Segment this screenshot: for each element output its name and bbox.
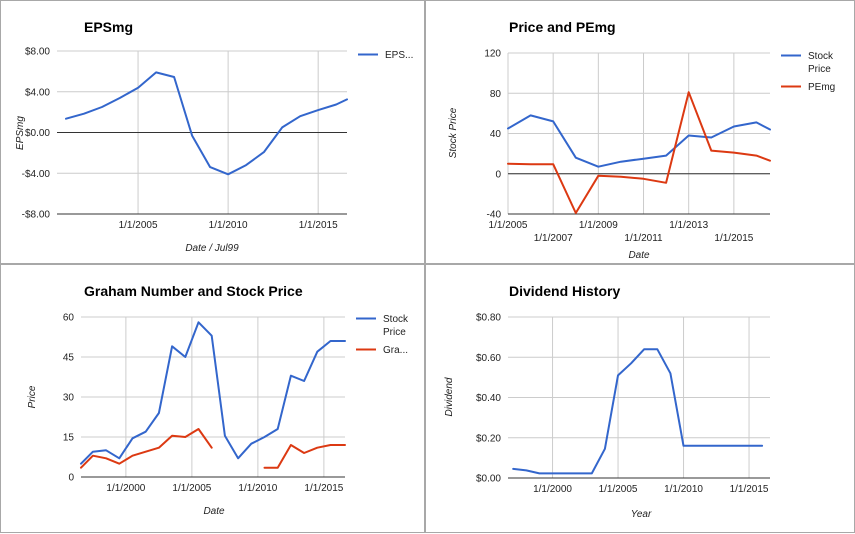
legend-label: Stock [808, 51, 834, 62]
chart-title: Dividend History [509, 283, 620, 299]
legend-label: PEmg [808, 82, 835, 93]
y-tick-label: 45 [63, 353, 75, 364]
y-tick-label: $4.00 [25, 87, 50, 98]
x-tick-label: 1/1/2000 [533, 484, 572, 495]
series-line [263, 444, 346, 469]
chart-panel-epsmg: EPSmg $8.00 $4.00 $0.00 -$4.00 -$8.00 1/1/2005… [0, 0, 425, 264]
chart-graham-number: Graham Number and Stock Price 60 45 30 15 0 1/… [27, 283, 409, 517]
x-axis-title: Date [628, 250, 650, 261]
y-axis-title: Dividend [444, 377, 455, 416]
series-line [507, 91, 771, 214]
x-tick-label: 1/1/2015 [304, 483, 343, 494]
legend-label: Price [808, 64, 831, 75]
legend-label: Stock [383, 314, 409, 325]
y-tick-label: $0.00 [476, 474, 501, 485]
x-axis-title: Date [203, 506, 225, 517]
x-tick-label: 1/1/2005 [489, 220, 528, 231]
x-tick-label: 1/1/2009 [579, 220, 618, 231]
y-tick-label: $8.00 [25, 47, 50, 58]
chart-panel-price-pemg: Price and PEmg 120 80 40 0 -40 1/1/2005 1/1/200… [425, 0, 855, 264]
x-tick-label: 1/1/2010 [238, 483, 277, 494]
series-line [65, 71, 348, 176]
x-tick-label: 1/1/2007 [534, 233, 573, 244]
y-tick-label: 60 [63, 313, 75, 324]
y-tick-label: -$8.00 [22, 210, 51, 221]
y-tick-label: -40 [487, 210, 502, 221]
y-tick-label: 0 [68, 473, 74, 484]
y-axis-title: Price [27, 385, 38, 408]
x-axis-title: Date / Jul99 [185, 243, 239, 254]
x-tick-label: 1/1/2005 [599, 484, 638, 495]
series-line [80, 321, 346, 465]
y-tick-label: $0.20 [476, 433, 501, 444]
x-tick-label: 1/1/2005 [119, 220, 158, 231]
series-line [80, 428, 213, 469]
chart-price-pemg: Price and PEmg 120 80 40 0 -401/1/2005 1/1/200… [448, 19, 835, 261]
y-tick-label: 30 [63, 393, 75, 404]
y-tick-label: 40 [490, 129, 502, 140]
chart-epsmg: EPSmg $8.00 $4.00 $0.00 -$4.00 -$8.00 1/1/2005… [15, 19, 413, 254]
y-tick-label: 80 [490, 89, 502, 100]
y-axis-title: Stock Price [448, 107, 459, 158]
x-tick-label: 1/1/2015 [714, 233, 753, 244]
x-tick-label: 1/1/2005 [172, 483, 211, 494]
chart-panel-graham-number: Graham Number and Stock Price 60 45 30 15 0 1/… [0, 264, 425, 533]
legend-label: Gra... [383, 345, 408, 356]
y-tick-label: $0.40 [476, 393, 501, 404]
series-line [512, 348, 764, 475]
chart-title: Graham Number and Stock Price [84, 283, 303, 299]
x-tick-label: 1/1/2010 [664, 484, 703, 495]
x-tick-label: 1/1/2011 [624, 233, 663, 244]
chart-title: Price and PEmg [509, 19, 616, 35]
y-tick-label: 0 [495, 169, 501, 180]
series-line [507, 114, 771, 168]
y-axis-title: EPSmg [15, 116, 26, 150]
x-tick-label: 1/1/2000 [106, 483, 145, 494]
chart-panel-dividend-history: Dividend History $0.80 $0.60 $0.40 $0.20 $0.0… [425, 264, 855, 533]
chart-dividend-history: Dividend History $0.80 $0.60 $0.40 $0.20 $0.0… [444, 283, 770, 520]
y-tick-label: $0.80 [476, 313, 501, 324]
legend-label: EPS... [385, 50, 413, 61]
x-tick-label: 1/1/2013 [669, 220, 708, 231]
chart-title: EPSmg [84, 19, 133, 35]
x-tick-label: 1/1/2015 [299, 220, 338, 231]
y-tick-label: $0.00 [25, 128, 50, 139]
x-tick-label: 1/1/2010 [209, 220, 248, 231]
x-tick-label: 1/1/2015 [730, 484, 769, 495]
y-tick-label: 15 [63, 433, 75, 444]
x-axis-title: Year [631, 509, 652, 520]
legend-label: Price [383, 327, 406, 338]
y-tick-label: 120 [484, 49, 501, 60]
y-tick-label: $0.60 [476, 353, 501, 364]
y-tick-label: -$4.00 [22, 169, 51, 180]
